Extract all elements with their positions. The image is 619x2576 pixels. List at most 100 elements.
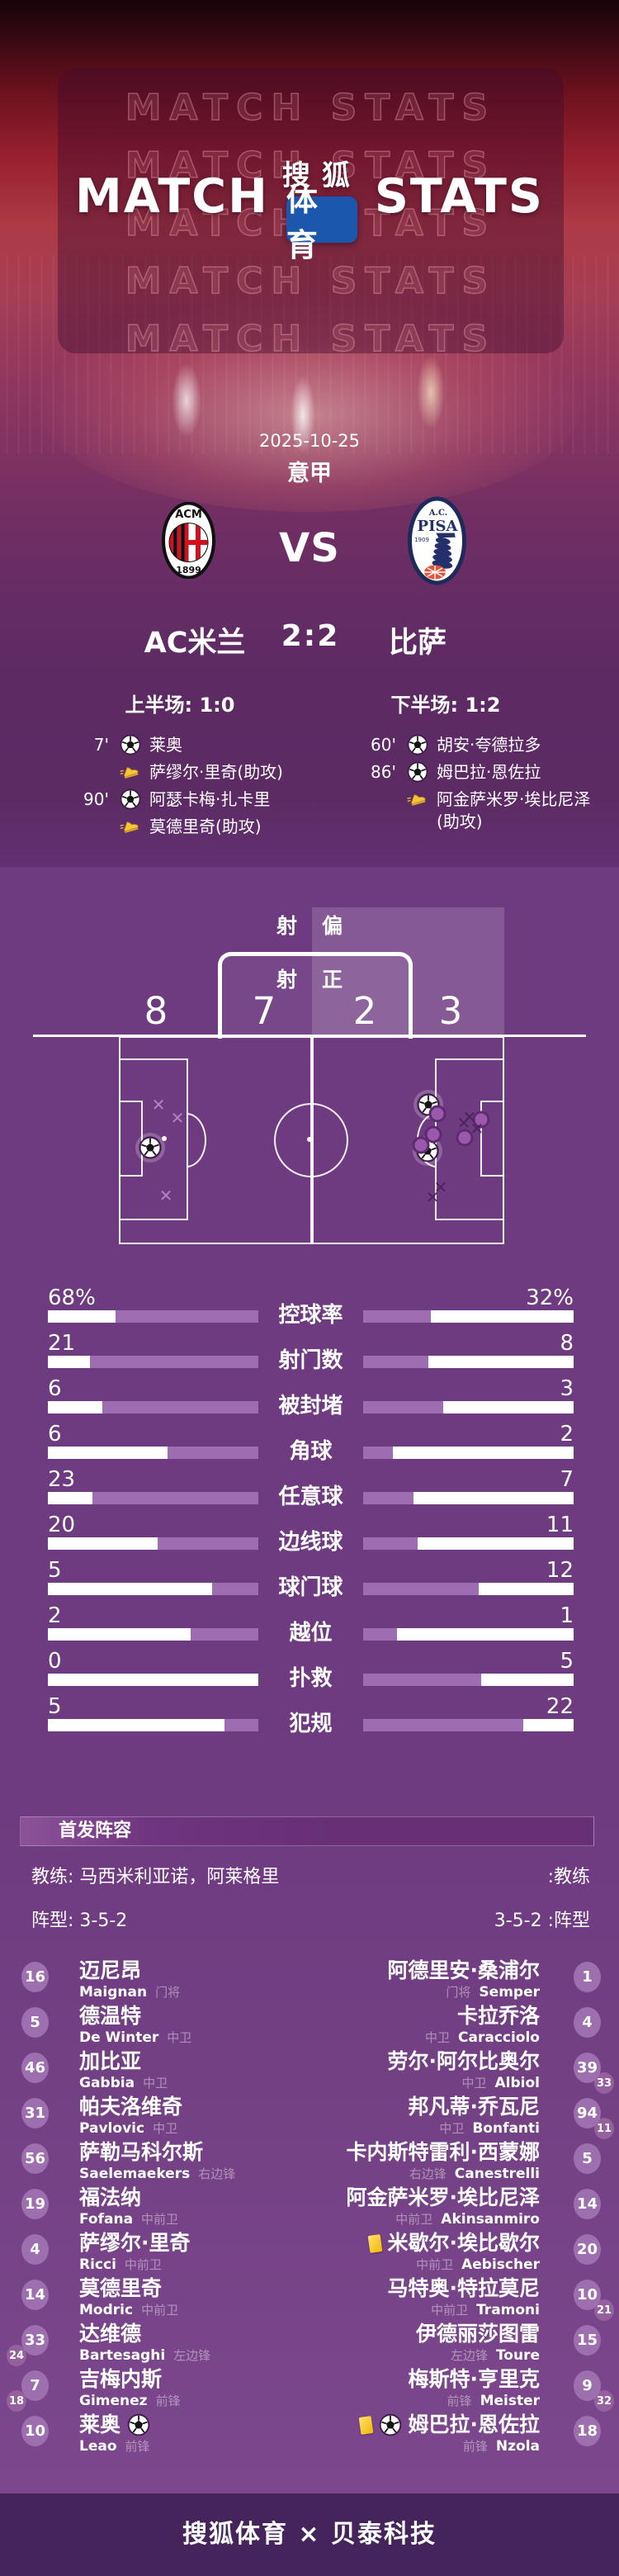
center-circle (274, 1103, 348, 1177)
crest-pisa-text: PISA (418, 518, 459, 535)
home-team-crest: ACM 1899 (162, 501, 215, 582)
player-en-name: Ricci (79, 2256, 116, 2273)
home-player-cn-name: 萨勒马科尔斯 (79, 2140, 235, 2165)
lineup-title: 首发阵容 (59, 1821, 132, 1841)
event-player-text: 莱奥 (149, 735, 182, 755)
league-name: 意甲 (287, 461, 332, 486)
shots-off-target-label: 射偏 (276, 914, 343, 938)
light-spark (291, 376, 315, 454)
final-score: 2:2 (281, 619, 340, 653)
football-icon (120, 734, 141, 755)
lineup-row: 31 帕夫洛维奇 Pavlovic 中卫 11 94 邦凡蒂·乔瓦尼 中卫 Bonfanti (0, 2095, 619, 2140)
event-player-text: 胡安·夸德拉多 (437, 735, 541, 755)
away-stat-fill (363, 1356, 429, 1368)
away-player-names: 米歇尔·埃比歇尔 中前卫 Aebischer (367, 2231, 540, 2274)
player-en-name: Canestrelli (454, 2166, 540, 2182)
football-icon (407, 761, 428, 783)
home-player-number-badge: 33 (21, 2325, 49, 2356)
away-stat-bar (363, 1583, 574, 1595)
stat-label: 被封堵 (278, 1394, 343, 1418)
away-player-names: 卡内斯特雷利·西蒙娜 右边锋 Canestrelli (347, 2140, 541, 2183)
lineup-row: 46 加比亚 Gabbia 中卫 33 39 劳尔·阿尔比奥尔 中卫 Albiol (0, 2049, 619, 2095)
shot-miss-marker: ✕ (462, 1107, 477, 1128)
away-player-cn-name: 邦凡蒂·乔瓦尼 (409, 2095, 541, 2119)
player-cn-name: 萨缪尔·里奇 (79, 2231, 191, 2255)
away-player-en-line: 中前卫 Akinsanmiro (347, 2210, 540, 2228)
home-player-en-line: Leao 前锋 (79, 2437, 150, 2455)
home-player-number-badge: 10 (21, 2416, 49, 2446)
assist-icon (407, 788, 429, 812)
home-player-cn-name: 帕夫洛维奇 (79, 2095, 182, 2119)
away-team-name: 比萨 (388, 627, 447, 660)
away-player-number-badge: 18 (574, 2416, 601, 2446)
home-player-number-badge: 5 (21, 2007, 49, 2038)
home-player-names: 萨缪尔·里奇 Ricci 中前卫 (79, 2231, 191, 2274)
home-stat-fill (157, 1537, 258, 1550)
event-player-text: 阿瑟卡梅·扎卡里 (149, 789, 271, 809)
stat-row: 2 越位 1 (0, 1595, 619, 1646)
home-player-en-line: Fofana 中前卫 (79, 2210, 178, 2228)
away-events-list: 60' 胡安·夸德拉多 86' 姆巴拉·恩佐拉 阿金萨米罗·埃比尼泽(助攻) (363, 733, 611, 833)
home-stat-bar (48, 1719, 258, 1731)
stat-label: 控球率 (278, 1303, 343, 1328)
away-stat-bar (363, 1537, 574, 1550)
shot-marker (428, 1105, 447, 1123)
home-player-names: 达维德 Bartesaghi 左边锋 (79, 2322, 210, 2365)
home-events-list: 7' 莱奥 萨缪尔·里奇(助攻) 90' 阿瑟卡梅·扎卡里 莫德里奇(助攻) (76, 733, 324, 842)
player-cn-name: 德温特 (79, 2004, 142, 2028)
player-position: 前锋 (462, 2439, 488, 2454)
home-player-number-badge: 14 (21, 2280, 49, 2310)
player-cn-name: 达维德 (79, 2322, 142, 2346)
player-en-name: Fofana (79, 2211, 134, 2228)
lineup-section: 首发阵容 教练: 马西米利亚诺，阿莱格里 :教练 阵型: 3-5-2 3-5-2… (0, 1783, 619, 2493)
shots-on-target-label: 射正 (276, 968, 343, 992)
away-stat-value: 8 (560, 1331, 574, 1356)
away-stat-value: 22 (546, 1694, 574, 1719)
shot-miss-marker: ✕ (470, 1118, 484, 1139)
coach-row: 教练: 马西米利亚诺，阿莱格里 :教练 (31, 1862, 590, 1888)
player-cn-name: 莫德里奇 (79, 2276, 163, 2300)
player-en-name: De Winter (79, 2029, 159, 2046)
player-position: 门将 (446, 1985, 471, 2000)
player-cn-name: 帕夫洛维奇 (79, 2095, 183, 2119)
away-stat-bar (363, 1356, 574, 1368)
away-player-cn-name: 伊德丽莎图雷 (416, 2322, 540, 2346)
home-stat-bar (48, 1583, 258, 1595)
shot-miss-marker: ✕ (433, 1177, 448, 1197)
away-player-names: 梅斯特·亨里克 前锋 Meister (409, 2367, 541, 2410)
event-row: 90' 阿瑟卡梅·扎卡里 (76, 788, 324, 815)
home-shots-on-value: 7 (252, 989, 276, 1033)
home-stat-value: 6 (48, 1376, 62, 1401)
away-sub-number-badge: 21 (594, 2299, 614, 2321)
away-stat-value: 1 (560, 1603, 574, 1628)
crest-1899-text: 1899 (176, 565, 201, 575)
home-team-name: AC米兰 (144, 627, 246, 660)
players-list: 16 迈尼昂 Maignan 门将 1 阿德里安·桑浦尔 门将 Semper 5 德温特 De Wi… (0, 1958, 619, 2458)
player-position: 门将 (155, 1985, 181, 2000)
home-player-cn-name: 莫德里奇 (79, 2276, 178, 2301)
stat-row: 68% 控球率 32% (0, 1277, 619, 1328)
left-penalty-spot (162, 1136, 167, 1141)
player-position: 右边锋 (198, 2166, 236, 2181)
light-spark (172, 363, 201, 438)
away-stat-value: 32% (526, 1286, 574, 1310)
stat-row: 23 任意球 7 (0, 1459, 619, 1509)
away-stat-bar (363, 1401, 574, 1413)
player-position: 中前卫 (141, 2303, 179, 2318)
crest-acm-text: ACM (175, 509, 202, 521)
lineup-row: 5 德温特 De Winter 中卫 4 卡拉乔洛 中卫 Caracciolo (0, 2004, 619, 2049)
home-stat-fill (224, 1719, 258, 1731)
away-player-number-badge: 39 (574, 2053, 601, 2083)
player-position: 前锋 (155, 2394, 181, 2408)
away-stat-fill (363, 1537, 418, 1550)
away-player-cn-name: 卡拉乔洛 (425, 2004, 540, 2029)
footer-bar: 搜狐体育 × 贝泰科技 (0, 2493, 619, 2576)
home-coach: 教练: 马西米利亚诺，阿莱格里 (31, 1867, 280, 1887)
away-player-cn-name: 劳尔·阿尔比奥尔 (388, 2049, 541, 2074)
stat-label: 球门球 (278, 1575, 343, 1600)
away-player-en-line: 门将 Semper (388, 1983, 540, 2001)
logo-word-match: MATCH (75, 168, 269, 224)
home-player-en-line: Gimenez 前锋 (79, 2392, 181, 2410)
away-player-names: 劳尔·阿尔比奥尔 中卫 Albiol (388, 2049, 541, 2092)
football-icon (379, 2413, 401, 2436)
